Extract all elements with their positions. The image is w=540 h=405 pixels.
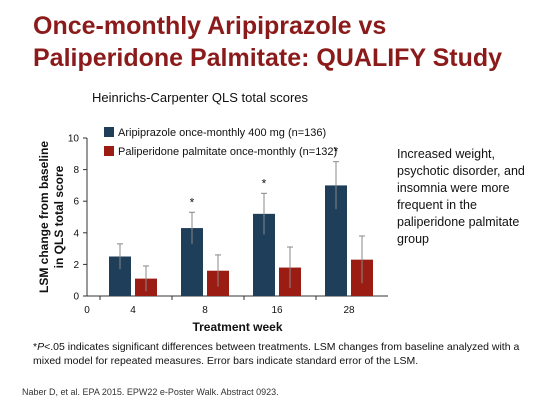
x-tick-label: 16 <box>271 305 283 316</box>
legend-swatch <box>104 146 114 156</box>
bar-aripiprazole <box>253 213 275 296</box>
footnote-p: P <box>37 341 45 353</box>
x-tick-label: 0 <box>84 305 90 316</box>
slide-title-line1: Once-monthly Aripiprazole vs <box>33 12 387 40</box>
side-note: Increased weight, psychotic disorder, an… <box>397 147 525 246</box>
x-tick-label: 4 <box>130 305 136 316</box>
y-axis-label: LSM change from baseline <box>37 141 51 293</box>
citation: Naber D, et al. EPA 2015. EPW22 e-Poster… <box>22 387 279 397</box>
y-tick-label: 2 <box>73 260 79 271</box>
y-axis-label: in QLS total score <box>52 165 66 268</box>
significance-marker: * <box>262 176 267 190</box>
bar-aripiprazole <box>181 228 203 296</box>
y-tick-label: 0 <box>73 292 79 303</box>
bar-aripiprazole <box>109 256 131 296</box>
footnote-symbol: * <box>33 341 38 353</box>
legend-swatch <box>104 127 114 137</box>
x-axis-label: Treatment week <box>192 320 282 334</box>
footnote-text: <.05 indicates significant differences b… <box>33 341 520 367</box>
significance-marker: * <box>334 145 339 159</box>
slide-title-line2: Paliperidone Palmitate: QUALIFY Study <box>33 44 503 72</box>
footnote: *P<.05 indicates significant differences… <box>33 340 533 368</box>
legend-label: Paliperidone palmitate once-monthly (n=1… <box>118 146 337 158</box>
y-tick-label: 8 <box>73 165 79 176</box>
x-tick-label: 8 <box>202 305 208 316</box>
bar-aripiprazole <box>325 185 347 296</box>
slide-title: Once-monthly Aripiprazole vs Paliperidon… <box>33 10 533 74</box>
y-tick-label: 6 <box>73 197 79 208</box>
legend-label: Aripiprazole once-monthly 400 mg (n=136) <box>118 127 326 139</box>
x-tick-label: 28 <box>343 305 355 316</box>
significance-marker: * <box>190 195 195 209</box>
y-tick-label: 4 <box>73 228 79 239</box>
chart-title: Heinrichs-Carpenter QLS total scores <box>92 90 309 105</box>
y-tick-label: 10 <box>68 134 80 145</box>
